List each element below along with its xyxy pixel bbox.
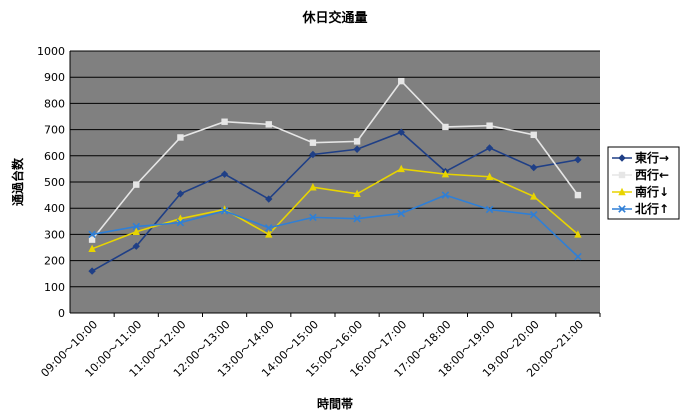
data-point — [485, 144, 494, 152]
legend-marker — [618, 154, 626, 162]
y-tick-label: 800 — [44, 97, 65, 110]
data-point — [132, 222, 141, 231]
data-point — [264, 224, 273, 232]
data-point — [220, 170, 229, 178]
legend-label: 東行→ — [635, 150, 669, 165]
data-point — [529, 210, 538, 219]
data-point — [309, 183, 317, 191]
data-point — [221, 118, 228, 125]
data-point — [530, 192, 538, 200]
data-point — [574, 252, 582, 261]
data-point — [265, 195, 273, 203]
y-tick-label: 300 — [44, 228, 65, 241]
data-point — [442, 123, 449, 131]
data-point — [530, 131, 537, 139]
y-axis-title: 通過台数 — [10, 157, 25, 206]
y-tick-label: 400 — [44, 202, 65, 215]
y-axis-ticks: 0 100 200 300 400 500 600 700 800 900 1000 — [37, 45, 65, 320]
data-point — [132, 242, 140, 250]
data-point — [88, 230, 96, 239]
x-axis-ticks: 09:00～10:0010:00～11:0011:00～12:0012:00～1… — [38, 313, 601, 380]
data-point — [88, 236, 96, 243]
data-point — [88, 244, 96, 253]
series-line — [91, 168, 579, 250]
series-line — [91, 79, 579, 241]
data-point — [397, 164, 405, 173]
data-point — [397, 209, 406, 218]
data-point — [574, 156, 582, 164]
data-point — [265, 230, 273, 238]
data-point — [309, 150, 317, 159]
series-lines — [88, 77, 582, 275]
series-line — [91, 131, 579, 272]
data-point — [397, 128, 405, 136]
y-tick-label: 600 — [44, 150, 65, 163]
data-point — [353, 145, 361, 153]
data-point — [486, 122, 493, 129]
data-point — [398, 77, 405, 85]
legend-label: 北行↑ — [635, 201, 669, 216]
y-tick-label: 200 — [44, 255, 65, 268]
data-point — [530, 163, 538, 172]
data-point — [88, 267, 96, 275]
data-point — [441, 169, 450, 178]
data-point — [574, 230, 582, 238]
y-tick-label: 0 — [58, 307, 65, 320]
data-point — [485, 172, 494, 180]
data-point — [265, 121, 272, 128]
data-point — [176, 218, 185, 227]
data-point — [441, 191, 450, 199]
y-tick-label: 500 — [44, 176, 65, 189]
legend-label: 南行↓ — [635, 184, 669, 199]
legend-label: 西行← — [635, 167, 669, 182]
series-line — [91, 194, 579, 258]
legend-marker — [618, 205, 626, 213]
data-point — [353, 214, 361, 223]
data-point — [353, 138, 361, 145]
legend-marker — [618, 171, 626, 179]
data-point — [309, 139, 317, 146]
y-tick-label: 900 — [44, 71, 65, 84]
gridlines — [69, 50, 600, 314]
data-point — [132, 227, 140, 235]
data-point — [309, 213, 317, 222]
data-point — [485, 205, 494, 214]
data-point — [177, 134, 184, 141]
data-point — [574, 191, 582, 199]
y-tick-label: 1000 — [37, 45, 65, 58]
data-point — [220, 207, 229, 215]
data-point — [353, 189, 361, 197]
x-axis-title: 時間帯 — [317, 396, 353, 411]
y-tick-label: 100 — [44, 281, 65, 294]
y-tick-label: 700 — [44, 124, 65, 137]
data-point — [176, 190, 185, 198]
chart-title: 休日交通量 — [301, 10, 367, 26]
legend-marker — [618, 187, 626, 196]
legend: 東行→ 西行← 南行↓ 北行↑ — [607, 146, 680, 220]
data-point — [133, 181, 140, 188]
